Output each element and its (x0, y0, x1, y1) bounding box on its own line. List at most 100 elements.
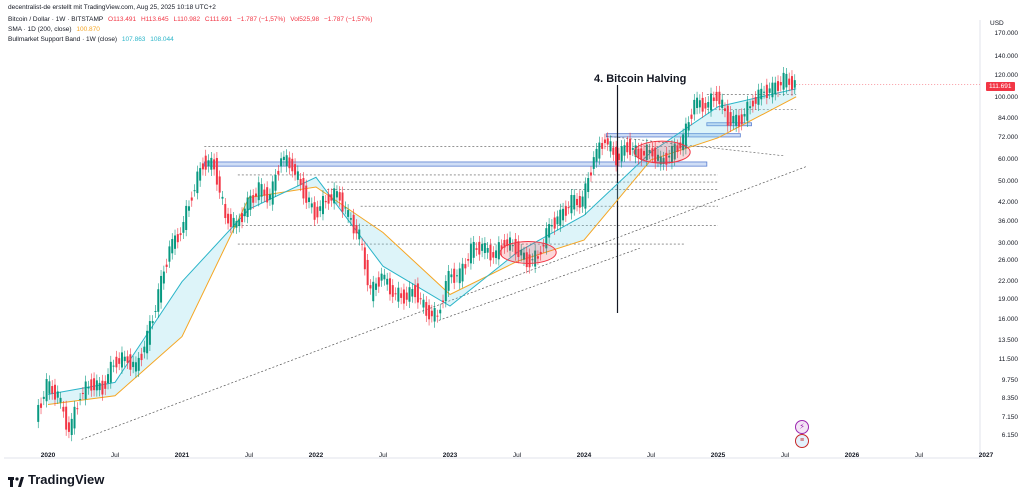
candle-body (771, 82, 774, 98)
candle-body (777, 81, 780, 91)
candle-body (344, 207, 347, 209)
candle-body (668, 155, 671, 158)
candle-body (746, 101, 749, 121)
candle-body (235, 221, 238, 228)
candle-body (542, 244, 545, 247)
candle-body (324, 200, 327, 203)
candle-body (377, 277, 380, 287)
candle-body (386, 278, 389, 285)
candle-body (257, 182, 260, 201)
candle-body (327, 194, 330, 204)
candle-body (62, 406, 65, 412)
trend-line-lower (81, 165, 808, 440)
candle-body (67, 422, 70, 432)
highlight-ellipse (499, 240, 557, 264)
candle-body (578, 196, 581, 208)
candle-body (333, 188, 336, 204)
candle-body (363, 247, 366, 270)
candle-body (732, 115, 735, 124)
y-tick-label: 42.000 (998, 199, 1018, 207)
candle-body (467, 259, 470, 261)
ohlc-high: H113.645 (140, 16, 169, 23)
candle-body (651, 148, 654, 157)
candle-body (120, 352, 123, 368)
tradingview-logo-icon (8, 475, 24, 487)
y-tick-label: 120.000 (994, 71, 1019, 79)
candle-body (221, 196, 224, 199)
chart-legend-symbol-row[interactable]: Bitcoin / Dollar · 1W · BITSTAMP O113.49… (8, 16, 375, 24)
candle-body (294, 164, 297, 175)
candle-body (444, 281, 447, 302)
candle-body (126, 356, 129, 363)
candle-body (670, 145, 673, 164)
currency-label: USD (990, 20, 1004, 27)
candle-body (447, 270, 450, 291)
candle-body (56, 391, 59, 398)
legend-bmsb-row[interactable]: Bullmarket Support Band · 1W (close) 107… (8, 36, 177, 44)
candle-body (349, 218, 352, 220)
candle-body (603, 139, 606, 144)
legend-sma-row[interactable]: SMA · 1D (200, close) 100.870 (8, 26, 103, 34)
candle-body (87, 386, 90, 389)
candle-body (355, 225, 358, 234)
trend-line-upper (606, 135, 786, 157)
trend-line-bottom (438, 247, 640, 321)
bmsb-label[interactable]: Bullmarket Support Band · 1W (close) (8, 36, 118, 43)
candle-body (659, 156, 662, 165)
candle-body (475, 248, 478, 250)
halving-annotation: 4. Bitcoin Halving (594, 73, 687, 85)
candle-body (631, 148, 634, 150)
candle-body (227, 213, 230, 224)
candle-body (146, 330, 149, 354)
candle-body (193, 190, 196, 192)
candle-body (310, 203, 313, 208)
candle-body (296, 171, 299, 180)
candle-body (609, 141, 612, 152)
candle-body (204, 155, 207, 170)
symbol-label[interactable]: Bitcoin / Dollar · 1W · BITSTAMP (8, 16, 104, 23)
candle-body (710, 93, 713, 111)
candle-body (620, 146, 623, 162)
x-tick-label: Jul (110, 452, 120, 459)
candle-body (570, 194, 573, 214)
lightning-icon[interactable]: ⚡ (795, 420, 809, 434)
candle-body (469, 243, 472, 264)
candle-body (617, 153, 620, 161)
candle-body (104, 381, 107, 389)
candle-body (358, 229, 361, 240)
candle-body (503, 239, 506, 248)
candle-body (442, 300, 445, 303)
x-tick-label: 2020 (40, 452, 56, 459)
candle-body (615, 146, 618, 166)
candle-body (394, 293, 397, 295)
candle-body (179, 233, 182, 236)
candle-body (263, 189, 266, 196)
candle-body (793, 80, 796, 88)
candle-body (665, 152, 668, 165)
candle-body (461, 263, 464, 282)
candle-body (548, 224, 551, 238)
candle-body (341, 192, 344, 212)
candle-body (274, 174, 277, 191)
sma-line (47, 96, 797, 406)
candle-body (598, 142, 601, 159)
candle-body (788, 78, 791, 85)
candle-body (260, 184, 263, 197)
candle-body (171, 239, 174, 254)
x-tick-label: 2025 (710, 452, 726, 459)
candle-body (335, 191, 338, 198)
candle-body (419, 298, 422, 300)
candle-body (372, 281, 375, 302)
candle-body (330, 194, 333, 201)
candle-body (40, 403, 43, 408)
y-tick-label: 170.000 (994, 29, 1019, 37)
candle-body (391, 285, 394, 297)
candle-body (129, 354, 132, 370)
candle-body (118, 358, 121, 364)
sma-label[interactable]: SMA · 1D (200, close) (8, 26, 72, 33)
candle-body (109, 361, 112, 383)
candle-body (531, 259, 534, 261)
candle-body (213, 159, 216, 170)
us-flag-icon[interactable]: ≡ (795, 434, 809, 448)
